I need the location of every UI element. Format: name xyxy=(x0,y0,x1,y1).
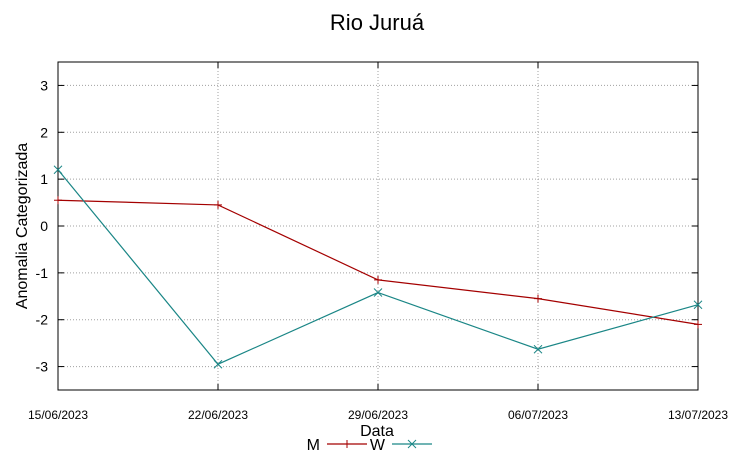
x-tick-label: 13/07/2023 xyxy=(668,408,728,422)
legend-label-w: W xyxy=(370,437,386,454)
chart-title: Rio Juruá xyxy=(330,10,425,35)
x-tick-label: 15/06/2023 xyxy=(28,408,88,422)
y-tick-label: 1 xyxy=(40,171,48,187)
x-tick-label: 06/07/2023 xyxy=(508,408,568,422)
y-tick-label: -2 xyxy=(36,312,49,328)
data-point-w xyxy=(373,288,383,297)
x-tick-label: 29/06/2023 xyxy=(348,408,408,422)
x-tick-label: 22/06/2023 xyxy=(188,408,248,422)
data-point-w xyxy=(53,165,63,175)
data-point-w xyxy=(533,344,543,354)
y-tick-label: -1 xyxy=(36,265,49,281)
y-tick-label: 3 xyxy=(40,77,48,93)
data-point-w xyxy=(213,359,223,369)
series-m xyxy=(54,196,702,329)
y-axis-label: Anomalia Categorizada xyxy=(14,143,31,309)
y-tick-label: -3 xyxy=(36,359,49,375)
series-w xyxy=(53,165,703,369)
x-axis-label: Data xyxy=(360,423,394,440)
legend-marker-w xyxy=(407,439,417,449)
grid-lines xyxy=(58,62,698,390)
data-point-w xyxy=(693,300,703,310)
series-lines xyxy=(53,165,703,369)
y-tick-label: 2 xyxy=(40,124,48,140)
x-ticks: 15/06/2023 22/06/2023 29/06/2023 06/07/2023… xyxy=(28,62,728,422)
legend-label-m: M xyxy=(307,437,320,454)
y-ticks: -3 -2 -1 0 1 2 3 xyxy=(36,77,698,375)
y-tick-label: 0 xyxy=(40,218,48,234)
